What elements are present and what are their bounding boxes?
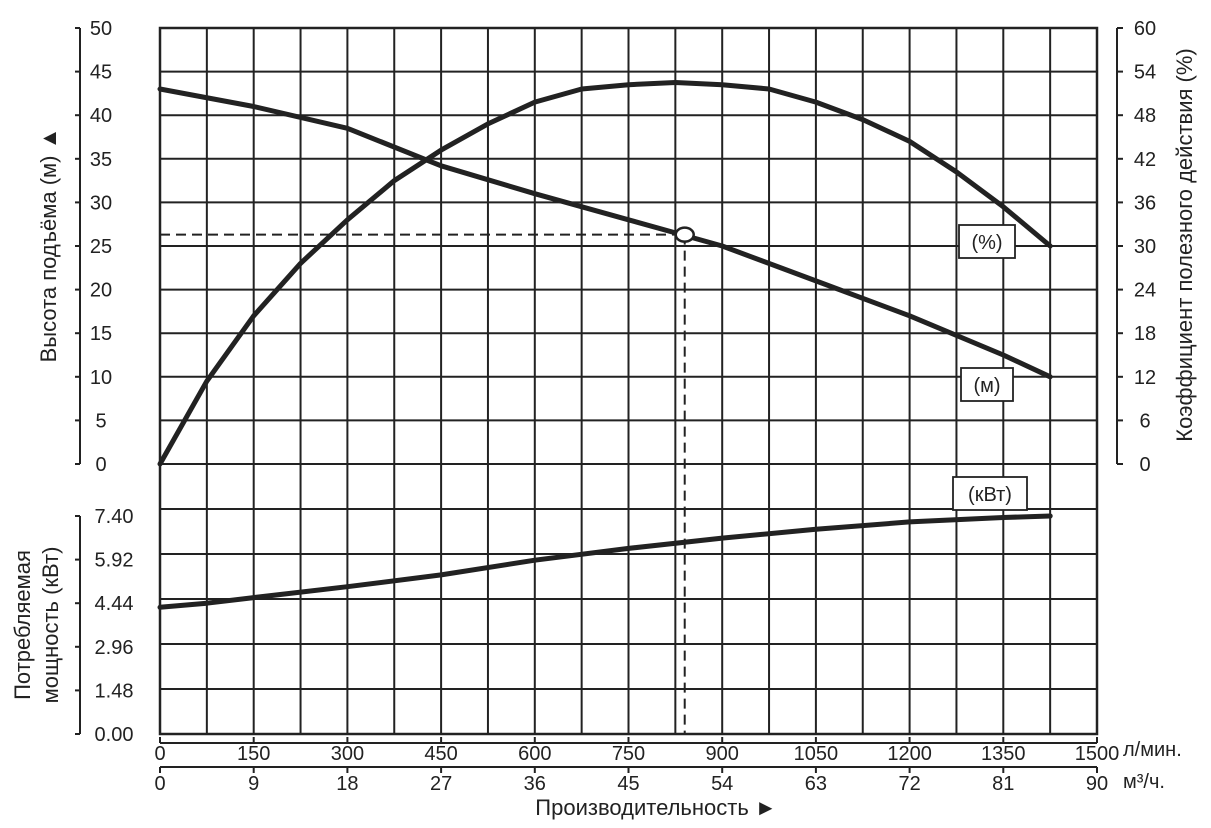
y2-tick-label-efficiency: 48: [1134, 105, 1156, 127]
x-tick-label-m3h: 18: [336, 773, 358, 795]
y-tick-label-power: 4.44: [95, 593, 134, 615]
y-tick-label-head: 0: [95, 454, 106, 476]
y2-tick-label-efficiency: 0: [1139, 454, 1150, 476]
y-tick-label-power: 7.40: [95, 506, 134, 528]
y-axis-title-head: Высота подъёма (м) ▲: [36, 128, 61, 363]
y2-tick-label-efficiency: 6: [1139, 410, 1150, 432]
x-tick-label-lpm: 600: [518, 743, 551, 765]
y2-tick-label-efficiency: 12: [1134, 367, 1156, 389]
x-tick-label-lpm: 450: [424, 743, 457, 765]
y-axis-title-efficiency: Коэффициент полезного действия (%): [1172, 48, 1197, 442]
x-unit-m3h: м³/ч.: [1123, 771, 1165, 793]
y-tick-label-head: 25: [90, 236, 112, 258]
x-tick-label-m3h: 0: [154, 773, 165, 795]
y2-tick-label-efficiency: 54: [1134, 62, 1156, 84]
y-axis-title-power-line2: мощность (кВт): [38, 547, 63, 704]
x-axis-title: Производительность ►: [535, 795, 776, 820]
legend-label-head: (м): [973, 375, 1000, 397]
x-tick-label-lpm: 1200: [887, 743, 932, 765]
x-tick-label-lpm: 1050: [794, 743, 839, 765]
x-tick-label-lpm: 0: [154, 743, 165, 765]
y-tick-label-head: 15: [90, 323, 112, 345]
y-tick-label-power: 5.92: [95, 550, 134, 572]
x-tick-label-lpm: 900: [706, 743, 739, 765]
efficiency-curve: [157, 80, 1053, 467]
y-tick-label-head: 20: [90, 280, 112, 302]
y-tick-label-head: 45: [90, 62, 112, 84]
x-tick-label-lpm: 1350: [981, 743, 1026, 765]
x-tick-label-lpm: 150: [237, 743, 270, 765]
y2-tick-label-efficiency: 18: [1134, 323, 1156, 345]
y-tick-label-head: 10: [90, 367, 112, 389]
x-tick-label-m3h: 63: [805, 773, 827, 795]
grid: [158, 26, 1099, 736]
y2-tick-label-efficiency: 30: [1134, 236, 1156, 258]
x-tick-label-m3h: 72: [898, 773, 920, 795]
x-tick-label-lpm: 1500: [1075, 743, 1120, 765]
y-tick-label-head: 30: [90, 192, 112, 214]
x-tick-label-m3h: 36: [524, 773, 546, 795]
legend-label-efficiency: (%): [971, 232, 1002, 254]
x-tick-label-m3h: 81: [992, 773, 1014, 795]
x-tick-label-m3h: 90: [1086, 773, 1108, 795]
x-tick-label-lpm: 750: [612, 743, 645, 765]
x-tick-label-m3h: 54: [711, 773, 733, 795]
y-tick-label-power: 2.96: [95, 637, 134, 659]
y-tick-label-power: 1.48: [95, 680, 134, 702]
y-tick-label-head: 40: [90, 105, 112, 127]
y2-tick-label-efficiency: 42: [1134, 149, 1156, 171]
legend-label-head-box: [960, 367, 1014, 402]
y-axis-title-power-line1: Потребляемая: [10, 550, 35, 700]
y2-tick-label-efficiency: 24: [1134, 280, 1156, 302]
axes: 0 5 10 15 20 25 30 35 40 45 50 0 6 12 18 24 30 36 42 48 54 60…: [10, 18, 1156, 795]
y2-tick-label-efficiency: 36: [1134, 192, 1156, 214]
y-tick-label-power: 0.00: [95, 724, 134, 746]
labels: (%) (м) (кВт): [952, 224, 1028, 511]
x-tick-label-m3h: 9: [248, 773, 259, 795]
y-tick-label-head: 35: [90, 149, 112, 171]
x-tick-label-lpm: 300: [331, 743, 364, 765]
y-tick-label-head: 50: [90, 18, 112, 40]
plot-frame: [158, 26, 1099, 736]
y-tick-label-head: 5: [95, 410, 106, 432]
power-curve: [157, 513, 1053, 610]
x-tick-label-m3h: 45: [617, 773, 639, 795]
head-curve: [157, 86, 1053, 380]
x-unit-lpm: л/мин.: [1123, 739, 1182, 761]
x-tick-label-m3h: 27: [430, 773, 452, 795]
legend-label-power: (кВт): [968, 484, 1012, 506]
y2-tick-label-efficiency: 60: [1134, 18, 1156, 40]
curves: [157, 80, 1053, 734]
legend-label-efficiency-box: [958, 224, 1016, 259]
legend-label-power-box: [952, 476, 1028, 511]
operating-point-marker: [674, 226, 695, 243]
